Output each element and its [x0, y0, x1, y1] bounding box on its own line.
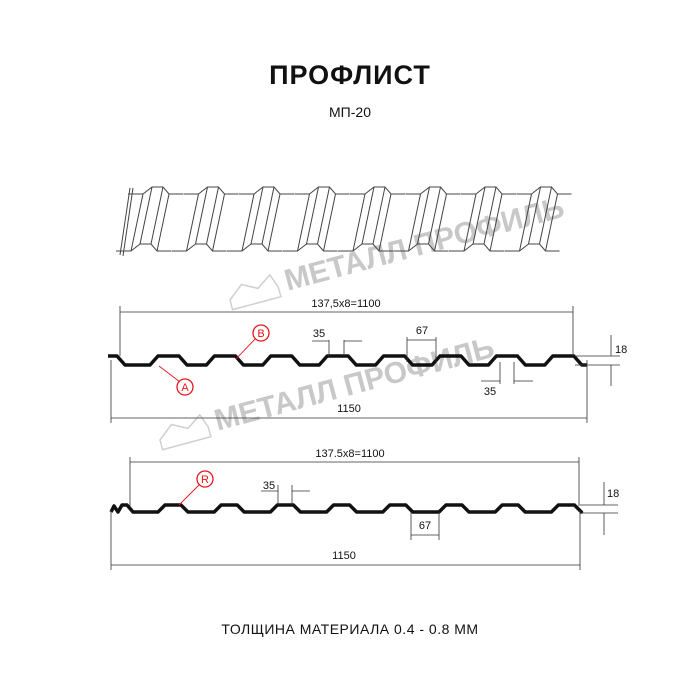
sheet-rib-line: [361, 186, 375, 245]
model-subtitle: МП-20: [329, 104, 371, 120]
sheet-rib-back-edge: [461, 186, 516, 195]
sheet-rib-line: [241, 193, 255, 252]
sheet-rib-line: [428, 186, 441, 245]
profile-2-width-label: 1150: [332, 550, 356, 562]
profile-2-valley-label: 67: [419, 520, 431, 532]
sheet-rib-line: [250, 186, 264, 245]
page-title: ПРОФЛИСТ: [269, 60, 431, 90]
marker-a-label: A: [181, 382, 189, 394]
sheet-rib-line: [139, 186, 153, 245]
profile-1: 137,5x8=1100 1150 35 67 35 18 A B: [108, 298, 627, 423]
marker-b-circle: [252, 324, 270, 342]
sheet-rib-line: [130, 193, 144, 252]
sheet-rib-line: [372, 186, 386, 245]
sheet-rib-line: [195, 186, 208, 245]
sheet-rib-front-edge: [116, 243, 171, 252]
sheet-rib-line: [267, 193, 281, 252]
sheet-rib-line: [489, 193, 503, 252]
marker-a-leader: [158, 365, 181, 383]
sheet-rib-line: [472, 186, 486, 245]
sheet-rib-back-edge: [350, 186, 405, 195]
sheet-rib-line: [261, 186, 275, 245]
marker-r-circle: [196, 470, 214, 488]
sheet-rib-line: [212, 193, 225, 252]
sheet-rib-back-edge: [183, 186, 239, 195]
sheet-rib-line: [297, 193, 310, 252]
sheet-rib-line: [483, 186, 497, 245]
sheet-rib-line: [306, 186, 319, 245]
sheet-rib-line: [434, 193, 447, 252]
marker-b-label: B: [257, 328, 264, 340]
marker-r-leader: [178, 483, 201, 506]
sheet-rib-back-edge: [239, 186, 294, 195]
profile-1-height-label: 18: [615, 344, 627, 356]
sheet-rib-front-edge: [393, 243, 449, 252]
profile-2: 137.5x8=1100 1150 35 67 18 R: [109, 448, 619, 570]
sheet-edge-line: [122, 187, 134, 257]
watermark-logo-1: МЕТАЛЛ ПРОФИЛЬ: [229, 191, 568, 311]
sheet-rib-line: [539, 186, 552, 245]
sheet-rib-line: [408, 193, 421, 252]
sheet-rib-line: [528, 186, 541, 245]
sheet-rib-back-edge: [405, 186, 461, 195]
profile-1-dimensions: [110, 306, 620, 423]
marker-a-circle: [176, 378, 194, 396]
marker-b-leader: [235, 337, 257, 360]
sheet-rib-line: [352, 193, 366, 252]
sheet-rib-line: [206, 186, 219, 245]
sheet-rib-line: [378, 193, 392, 252]
profile-2-outline: [109, 503, 584, 514]
sheet-3d-illustration: [116, 186, 572, 257]
profile-2-pitch-label: 137.5x8=1100: [315, 448, 384, 460]
sheet-rib-line: [150, 186, 164, 245]
profile-1-pitch-label: 137,5x8=1100: [311, 298, 380, 310]
sheet-rib-back-edge: [516, 186, 572, 195]
watermark-logo-2: МЕТАЛЛ ПРОФИЛЬ: [159, 331, 498, 451]
material-thickness-note: ТОЛЩИНА МАТЕРИАЛА 0.4 - 0.8 ММ: [221, 621, 479, 637]
sheet-rib-line: [417, 186, 430, 245]
sheet-rib-line: [156, 193, 170, 252]
sheet-rib-line: [323, 193, 336, 252]
profile-1-rib-top-label: 35: [313, 328, 325, 340]
profile-1-rib-top-label-2: 35: [484, 386, 496, 398]
profile-2-dimensions: [110, 457, 618, 570]
sheet-rib-back-edge: [294, 186, 350, 195]
sheet-rib-front-edge: [282, 243, 338, 252]
sheet-rib-line: [186, 193, 199, 252]
sheet-rib-front-edge: [227, 243, 282, 252]
svg-text:МЕТАЛЛ ПРОФИЛЬ: МЕТАЛЛ ПРОФИЛЬ: [211, 331, 498, 437]
marker-r-label: R: [201, 474, 209, 486]
sheet-rib-front-edge: [449, 243, 504, 252]
profile-1-outline: [108, 354, 587, 367]
profile-2-height-label: 18: [607, 488, 619, 500]
profile-2-rib-top-label: 35: [263, 480, 275, 492]
sheet-rib-line: [317, 186, 330, 245]
sheet-rib-front-edge: [504, 243, 560, 252]
sheet-rib-front-edge: [171, 243, 227, 252]
sheet-rib-line: [545, 193, 558, 252]
sheet-rib-front-edge: [338, 243, 393, 252]
sheet-rib-back-edge: [128, 186, 183, 195]
profile-1-valley-label: 67: [416, 325, 428, 337]
sheet-edge-line: [119, 187, 131, 256]
sheet-rib-line: [463, 193, 477, 252]
profile-1-width-label: 1150: [337, 403, 361, 415]
sheet-rib-line: [519, 193, 532, 252]
